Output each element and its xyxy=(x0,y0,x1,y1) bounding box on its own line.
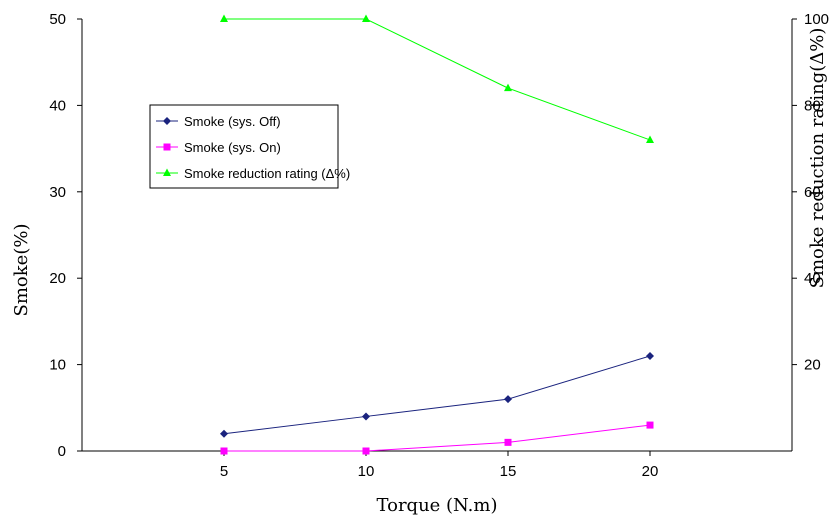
x-tick-label: 10 xyxy=(358,463,375,480)
legend-marker xyxy=(163,143,171,151)
series-line-3 xyxy=(224,18,651,141)
y-tick-label-right: 40 xyxy=(804,270,821,287)
y-ticks-left: 0 10 20 30 40 50 xyxy=(49,11,82,460)
data-point xyxy=(220,447,228,455)
x-axis-title: Torque (N.m) xyxy=(377,495,498,516)
legend-label: Smoke (sys. On) xyxy=(184,140,281,155)
data-point xyxy=(504,395,512,404)
y-axis-title-right: Smoke reduction rating(Δ%) xyxy=(807,28,828,289)
y-tick-label-right: 20 xyxy=(804,357,821,374)
y-tick-label-left: 0 xyxy=(58,443,66,460)
legend-marker xyxy=(163,168,171,176)
series-line-2 xyxy=(224,424,651,452)
data-point xyxy=(646,421,654,429)
data-point xyxy=(220,429,228,438)
data-point xyxy=(362,447,370,455)
data-point xyxy=(646,135,654,143)
y-tick-label-right: 100 xyxy=(804,11,829,28)
legend-label: Smoke reduction rating (Δ%) xyxy=(184,166,350,181)
axes xyxy=(81,19,793,452)
y-tick-label-right: 60 xyxy=(804,184,821,201)
legend: Smoke (sys. Off) Smoke (sys. On) Smoke red… xyxy=(149,104,350,189)
legend-box xyxy=(149,104,339,189)
y-tick-label-right: 80 xyxy=(804,97,821,114)
data-point xyxy=(646,351,654,360)
series-line-1 xyxy=(223,355,651,435)
x-ticks: 5 10 15 20 xyxy=(220,451,659,480)
y-tick-label-left: 40 xyxy=(49,97,66,114)
data-point xyxy=(504,83,512,92)
y-tick-label-left: 20 xyxy=(49,270,66,287)
data-point xyxy=(504,438,512,446)
x-tick-label: 20 xyxy=(642,463,659,480)
series-group xyxy=(220,14,654,455)
y-axis-title-left: Smoke(%) xyxy=(11,224,32,317)
y-tick-label-left: 50 xyxy=(49,11,66,28)
y-ticks-right: 20 40 60 80 100 xyxy=(792,11,829,374)
data-point xyxy=(362,14,370,22)
legend-marker xyxy=(163,117,171,125)
data-point xyxy=(362,412,370,421)
data-point xyxy=(220,14,228,22)
y-tick-label-left: 10 xyxy=(49,357,66,374)
y-tick-label-left: 30 xyxy=(49,184,66,201)
x-tick-label: 5 xyxy=(220,463,228,480)
x-tick-label: 15 xyxy=(500,463,517,480)
legend-label: Smoke (sys. Off) xyxy=(184,114,281,129)
